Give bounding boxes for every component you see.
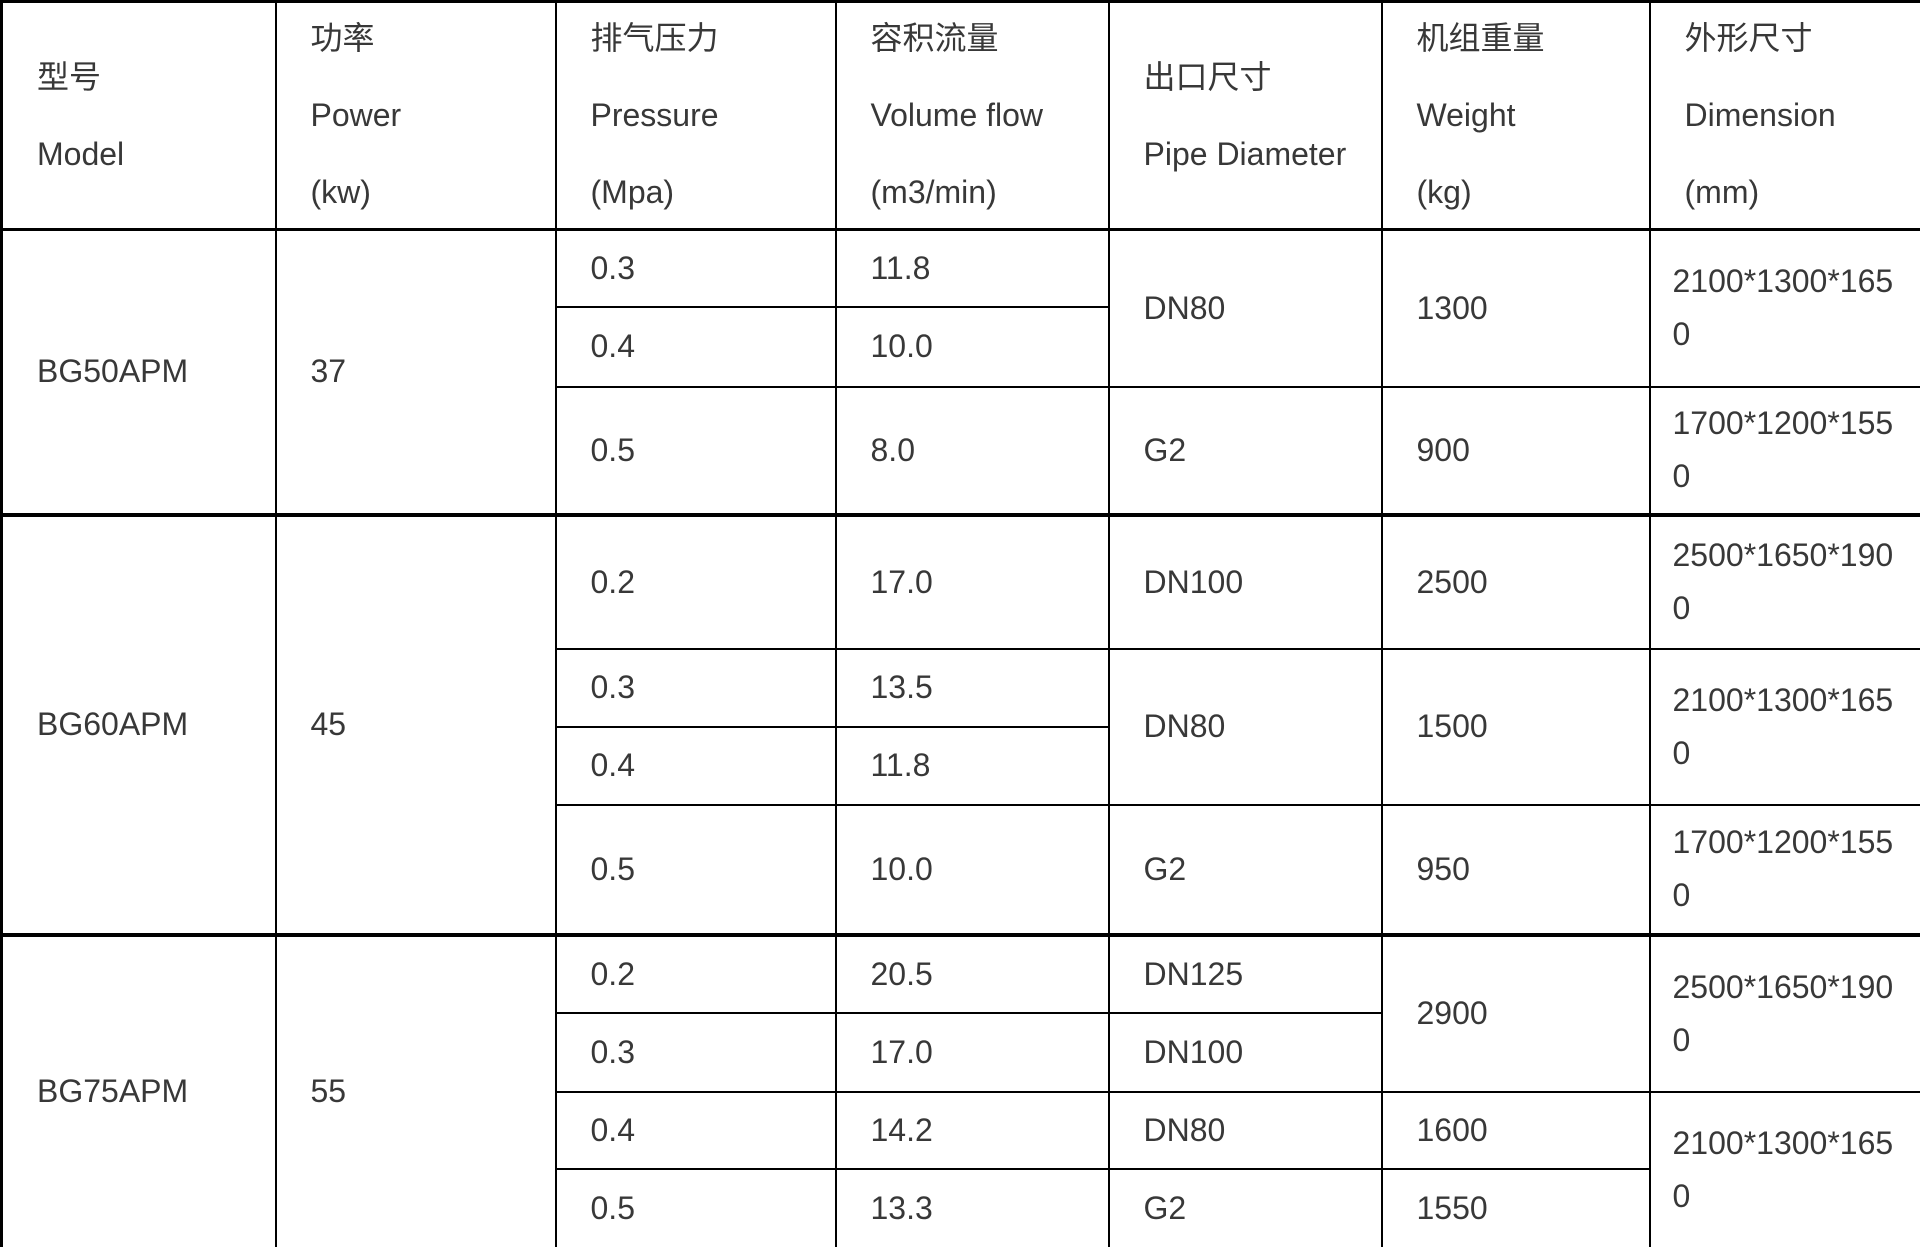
table-row: 0.4 14.2 DN80 1600 2100*1300*1650 (2, 1090, 1920, 1247)
cell-power: 55 (274, 932, 557, 1247)
cell-model: BG60APM (0, 512, 277, 936)
cell-flow: 8.0 (834, 385, 1110, 516)
table-row: 0.4 11.8 (2, 725, 1920, 806)
cell-flow: 10.0 (834, 305, 1110, 388)
cell-power: 37 (274, 228, 557, 516)
header-row: 型号 Model 功率 Power (kw) 排气压力 Pressure (Mp… (0, 0, 1920, 231)
header-model: 型号 Model (0, 0, 277, 231)
cell-dimension: 2100*1300*1650 (1648, 647, 1920, 806)
cell-pipe: DN100 (1107, 1011, 1383, 1093)
cell-weight: 2900 (1380, 932, 1651, 1093)
cell-flow: 10.0 (834, 803, 1110, 936)
cell-weight: 1600 (1380, 1090, 1651, 1170)
cell-flow: 17.0 (834, 1011, 1110, 1093)
table-row: BG50APM 37 0.3 11.8 DN80 1300 2100*1300*… (0, 228, 1920, 516)
cell-pressure: 0.3 (554, 228, 837, 308)
cell-pipe: DN80 (1107, 228, 1383, 388)
header-pressure-en: Pressure (590, 97, 719, 133)
table-row: BG60APM 45 0.2 17.0 DN100 2500 2500*1650… (0, 512, 1920, 936)
cell-dimension: 1700*1200*1550 (1648, 385, 1920, 516)
table-row: 0.5 13.3 G2 1550 (2, 1167, 1920, 1247)
header-power: 功率 Power (kw) (274, 0, 557, 231)
cell-weight: 950 (1380, 803, 1651, 936)
cell-pressure: 0.4 (554, 725, 837, 806)
header-pipe-diameter-zh: 出口尺寸 (1143, 58, 1272, 95)
cell-weight: 2500 (1380, 512, 1651, 650)
header-model-zh: 型号 (37, 58, 102, 95)
header-pressure-unit: (Mpa) (590, 174, 675, 210)
cell-power: 45 (274, 512, 557, 936)
table-row: 0.4 10.0 (2, 305, 1920, 388)
header-model-en: Model (37, 135, 125, 172)
header-power-unit: (kw) (310, 174, 371, 210)
header-pressure: 排气压力 Pressure (Mpa) (554, 0, 837, 231)
cell-pressure: 0.3 (554, 647, 837, 728)
table-row: 0.5 10.0 G2 950 1700*1200*1550 (2, 803, 1920, 936)
header-weight: 机组重量 Weight (kg) (1380, 0, 1651, 231)
cell-model: BG50APM (0, 228, 277, 516)
table-row: 0.3 13.5 DN80 1500 2100*1300*1650 (2, 647, 1920, 806)
cell-pipe: G2 (1107, 1167, 1383, 1247)
header-pressure-zh: 排气压力 (590, 20, 719, 56)
header-power-zh: 功率 (310, 20, 375, 56)
cell-flow: 17.0 (834, 512, 1110, 650)
header-volume-flow-unit: (m3/min) (870, 174, 997, 210)
cell-pressure: 0.4 (554, 1090, 837, 1170)
cell-dimension: 2100*1300*1650 (1648, 1090, 1920, 1247)
cell-pressure: 0.4 (554, 305, 837, 388)
header-dimension-en: Dimension (1684, 97, 1836, 133)
header-volume-flow-en: Volume flow (870, 97, 1044, 133)
header-dimension-unit: (mm) (1684, 174, 1760, 210)
header-pipe-diameter: 出口尺寸 Pipe Diameter (1107, 0, 1383, 231)
cell-flow: 20.5 (834, 932, 1110, 1014)
cell-pressure: 0.2 (554, 932, 837, 1014)
cell-weight: 900 (1380, 385, 1651, 516)
cell-model: BG75APM (0, 932, 277, 1247)
cell-pipe: G2 (1107, 385, 1383, 516)
cell-pressure: 0.5 (554, 803, 837, 936)
cell-flow: 11.8 (834, 228, 1110, 308)
header-weight-en: Weight (1416, 97, 1516, 133)
header-dimension-zh: 外形尺寸 (1684, 20, 1813, 56)
cell-pipe: DN80 (1107, 1090, 1383, 1170)
header-power-en: Power (310, 97, 402, 133)
cell-weight: 1500 (1380, 647, 1651, 806)
header-volume-flow-zh: 容积流量 (870, 20, 999, 56)
header-weight-unit: (kg) (1416, 174, 1472, 210)
cell-flow: 13.5 (834, 647, 1110, 728)
cell-dimension: 1700*1200*1550 (1648, 803, 1920, 936)
cell-weight: 1550 (1380, 1167, 1651, 1247)
cell-pipe: DN80 (1107, 647, 1383, 806)
cell-pressure: 0.5 (554, 385, 837, 516)
cell-dimension: 2500*1650*1900 (1648, 932, 1920, 1093)
cell-pressure: 0.2 (554, 512, 837, 650)
cell-dimension: 2100*1300*1650 (1648, 228, 1920, 388)
cell-flow: 11.8 (834, 725, 1110, 806)
table-row: 0.5 8.0 G2 900 1700*1200*1550 (2, 385, 1920, 516)
cell-flow: 14.2 (834, 1090, 1110, 1170)
header-volume-flow: 容积流量 Volume flow (m3/min) (834, 0, 1110, 231)
header-weight-zh: 机组重量 (1416, 20, 1545, 56)
cell-pressure: 0.5 (554, 1167, 837, 1247)
cell-dimension: 2500*1650*1900 (1648, 512, 1920, 650)
cell-pipe: G2 (1107, 803, 1383, 936)
cell-flow: 13.3 (834, 1167, 1110, 1247)
cell-pipe: DN125 (1107, 932, 1383, 1014)
cell-pressure: 0.3 (554, 1011, 837, 1093)
table-row: BG75APM 55 0.2 20.5 DN125 2900 2500*1650… (0, 932, 1920, 1247)
table-row: 0.3 17.0 DN100 (2, 1011, 1920, 1093)
header-dimension: 外形尺寸 Dimension (mm) (1648, 0, 1920, 231)
cell-pipe: DN100 (1107, 512, 1383, 650)
cell-weight: 1300 (1380, 228, 1651, 388)
header-pipe-diameter-en: Pipe Diameter (1143, 135, 1347, 172)
